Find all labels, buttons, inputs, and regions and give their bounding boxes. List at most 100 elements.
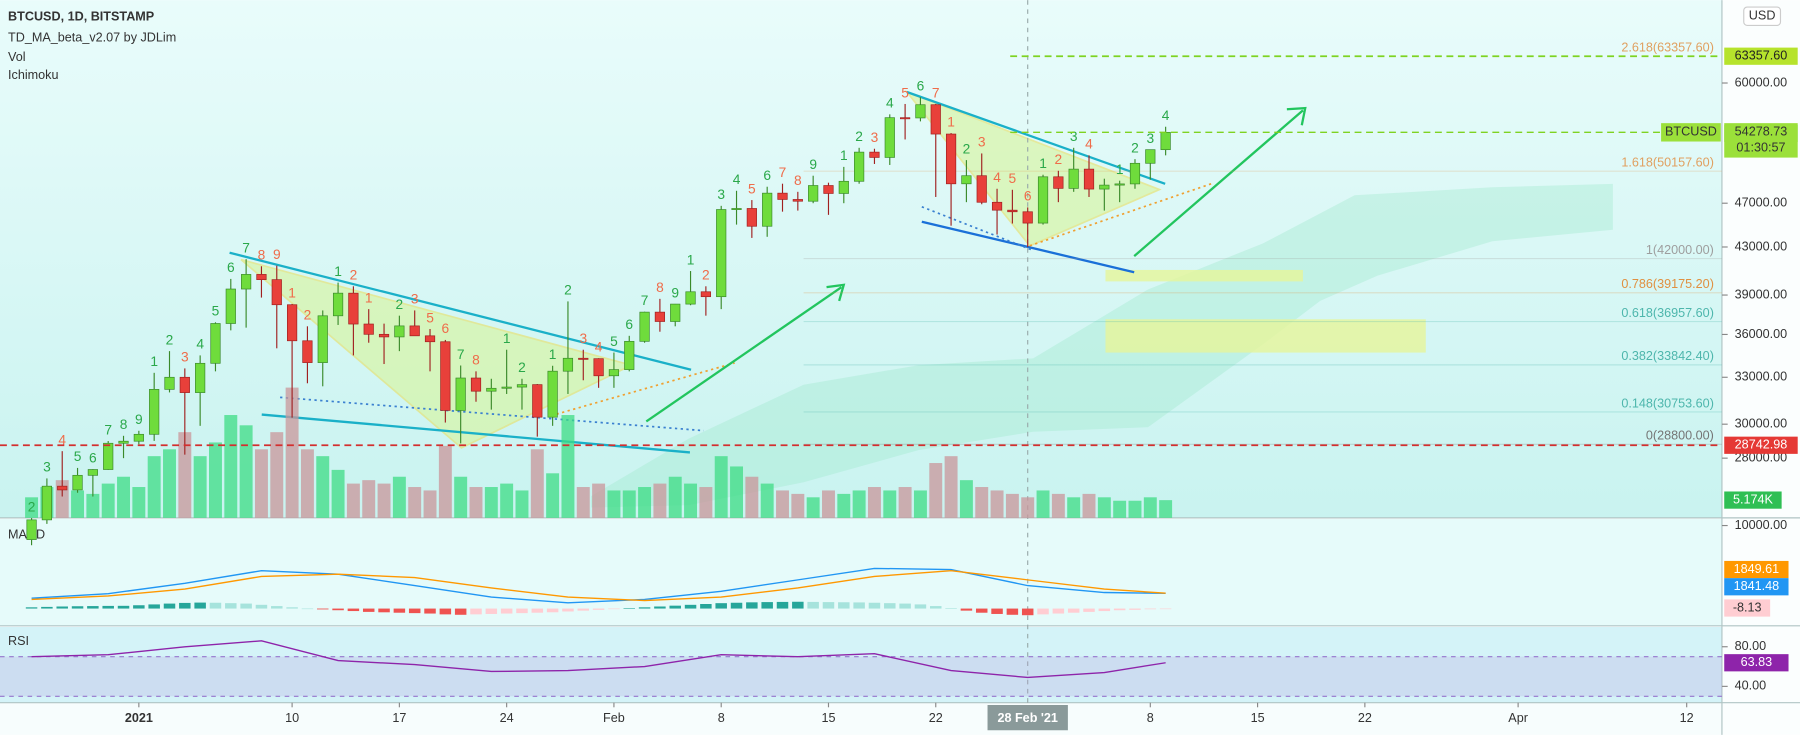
volume-bar (745, 476, 759, 518)
pane-title: RSI (8, 634, 29, 648)
currency-button[interactable] (1743, 6, 1782, 26)
td-count: 5 (74, 449, 82, 464)
macd-histogram-bar (975, 608, 988, 613)
td-count: 2 (1055, 152, 1063, 167)
candle-body (1007, 209, 1018, 213)
macd-histogram-bar (838, 602, 850, 609)
macd-histogram-bar (56, 606, 68, 609)
macd-histogram-bar (669, 605, 681, 609)
volume-bar (1159, 500, 1173, 518)
td-count: 7 (242, 240, 250, 255)
x-tick-label: 28 Feb '21 (997, 711, 1057, 725)
macd-histogram-bar (1113, 608, 1126, 611)
macd-histogram-bar (1052, 608, 1065, 614)
macd-histogram-bar (761, 602, 773, 609)
macd-histogram-bar (991, 608, 1003, 614)
td-count: 2 (963, 141, 971, 156)
td-count: 6 (917, 78, 925, 93)
candle-body (394, 325, 405, 338)
volume-bar (653, 483, 667, 518)
fib-label: 0.618(36957.60) (1621, 306, 1714, 320)
volume-bar (316, 456, 330, 518)
volume-bar (944, 456, 958, 518)
volume-bar (500, 483, 514, 518)
rsi-band (0, 656, 1722, 697)
macd-histogram-bar (163, 603, 176, 609)
td-count: 2 (396, 297, 404, 312)
y-tick-label: 36000.00 (1735, 327, 1788, 341)
x-tick-label: 2021 (125, 711, 153, 725)
macd-histogram-bar (945, 608, 957, 609)
candle-body (608, 369, 620, 377)
macd-histogram-bar (853, 602, 865, 609)
macd-histogram-bar (1083, 608, 1095, 612)
macd-histogram-bar (654, 606, 666, 609)
volume-bar (1021, 497, 1035, 518)
macd-histogram-bar (884, 603, 896, 609)
volume-bar (454, 476, 468, 518)
y-tick-label: 30000.00 (1735, 417, 1788, 431)
td-count: 8 (258, 248, 266, 263)
volume-bar (285, 387, 299, 518)
y-tick-label: 47000.00 (1735, 196, 1788, 210)
axis-label-bg (1724, 599, 1771, 617)
candle-body (348, 292, 359, 325)
candle-body (1160, 131, 1171, 151)
axis-label-bg (1724, 654, 1789, 672)
macd-histogram-bar (577, 608, 590, 611)
indicator-name: Ichimoku (8, 68, 58, 82)
td-count: 5 (426, 310, 434, 325)
td-count: 8 (472, 353, 480, 368)
macd-histogram-bar (225, 603, 237, 609)
candle-body (731, 208, 742, 210)
trend-line (921, 205, 1034, 252)
candle-body (103, 442, 114, 470)
td-count: 1 (365, 290, 373, 305)
macd-histogram-bar (500, 608, 513, 614)
candle-body (287, 304, 298, 342)
arrow-head (1286, 106, 1307, 126)
volume-bar (101, 483, 115, 518)
macd-pane (0, 519, 1722, 626)
td-count: 4 (58, 432, 66, 447)
td-count: 3 (43, 460, 51, 475)
macd-histogram-bar (347, 608, 360, 612)
fib-label: 1(42000.00) (1646, 243, 1714, 257)
candle-body (654, 311, 665, 322)
candle-body (1068, 168, 1079, 189)
candle-body (869, 151, 880, 158)
candle-body (486, 387, 497, 392)
x-tick-label: 8 (718, 711, 725, 725)
x-tick-label: 24 (500, 711, 514, 725)
volume-bar (791, 493, 805, 518)
currency-label[interactable]: USD (1749, 9, 1776, 23)
volume-bar (423, 490, 437, 518)
volume-bar (117, 476, 130, 518)
volume-bar (668, 476, 682, 518)
candle-body (57, 485, 68, 491)
td-count: 4 (733, 172, 741, 187)
candle-body (854, 151, 865, 182)
volume-bar (622, 490, 636, 518)
volume-bar (806, 497, 820, 518)
x-tick-label: Feb (603, 711, 625, 725)
price-axis (1721, 0, 1800, 735)
candle-body (624, 340, 635, 370)
macd-histogram-bar (179, 602, 191, 609)
candle-body (532, 384, 543, 418)
volume-bar (469, 487, 483, 518)
td-count: 6 (763, 168, 771, 183)
axis-label: 1849.61 (1734, 562, 1780, 576)
macd-histogram-bar (715, 603, 727, 609)
macd-histogram-bar (807, 601, 819, 609)
volume-bar (776, 490, 789, 518)
volume-bar (699, 487, 713, 518)
volume-bar (592, 483, 606, 518)
candle-body (961, 175, 972, 185)
td-count: 2 (304, 308, 312, 323)
macd-histogram-bar (424, 608, 436, 614)
volume-bar (25, 497, 39, 518)
macd-histogram-bar (1098, 608, 1111, 612)
macd-histogram-bar (117, 605, 130, 609)
